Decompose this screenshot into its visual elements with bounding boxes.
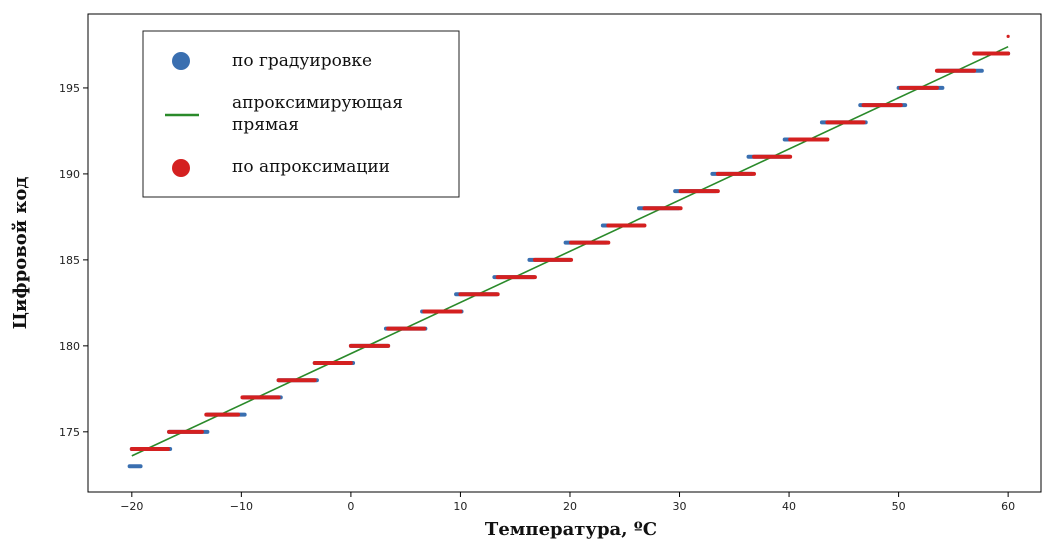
x-tick-label: 30: [673, 500, 687, 513]
x-tick-label: 60: [1001, 500, 1015, 513]
legend-label-fit-line-2: прямая: [232, 115, 299, 135]
series-approximation: [129, 34, 1011, 452]
x-tick-label: 50: [892, 500, 906, 513]
legend-label-fit-line-1: апроксимирующая: [232, 93, 403, 113]
x-tick-label: 20: [563, 500, 577, 513]
legend-label-approximation: по апроксимации: [232, 157, 390, 177]
legend-label-fit-line: апроксимирующая прямая: [232, 93, 408, 135]
y-axis-title: Цифровой код: [10, 177, 31, 330]
x-axis-title: Температура, ºC: [485, 519, 657, 540]
x-tick-label: −10: [230, 500, 253, 513]
x-tick-label: 40: [782, 500, 796, 513]
y-tick-label: 185: [59, 254, 80, 267]
y-tick-label: 175: [59, 426, 80, 439]
series-fit-line: [131, 45, 1009, 457]
y-tick-label: 180: [59, 340, 80, 353]
y-tick-label: 195: [59, 82, 80, 95]
y-tick-label: 190: [59, 168, 80, 181]
legend-marker-approximation: [172, 159, 190, 177]
legend: по градуировке апроксимирующая прямая по…: [142, 30, 460, 198]
legend-marker-calibration: [172, 52, 190, 70]
y-axis: 175 180 185 190 195: [59, 82, 88, 439]
x-axis: −20 −10 0 10 20 30 40 50 60: [120, 492, 1015, 513]
plot-frame: [87, 13, 1042, 493]
x-tick-label: 0: [347, 500, 354, 513]
x-tick-label: −20: [120, 500, 143, 513]
approximation-point-0: [1006, 34, 1010, 38]
legend-label-calibration: по градуировке: [232, 51, 372, 71]
x-tick-label: 10: [453, 500, 467, 513]
fit-line: [131, 45, 1009, 457]
